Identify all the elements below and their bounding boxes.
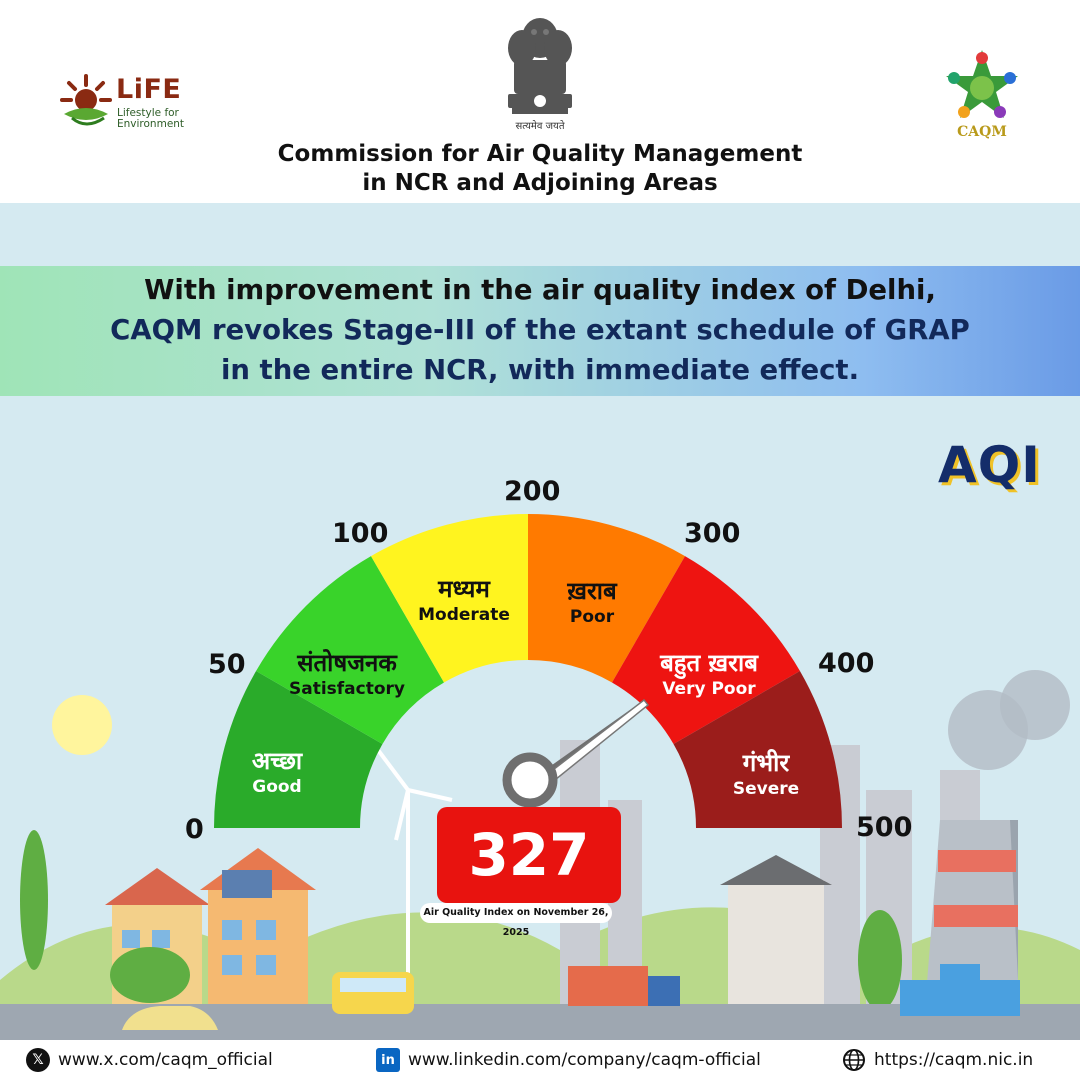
- band-good-hindi: अच्छा: [251, 747, 303, 775]
- gauge-tick-0: 0: [185, 814, 204, 845]
- footer-x-link[interactable]: 𝕏 www.x.com/caqm_official: [26, 1046, 273, 1074]
- aqi-value-caption: Air Quality Index on November 26, 2025: [420, 903, 612, 938]
- band-moderate-hindi: मध्यम: [438, 575, 490, 603]
- band-severe-english: Severe: [732, 779, 800, 799]
- footer-linkedin-link[interactable]: in www.linkedin.com/company/caqm-officia…: [376, 1046, 761, 1074]
- national-emblem-icon: [508, 18, 572, 114]
- band-poor-hindi: ख़राब: [567, 577, 617, 605]
- gauge-tick-400: 400: [818, 648, 875, 679]
- organization-title: Commission for Air Quality Management in…: [240, 140, 840, 198]
- x-logo-icon: 𝕏: [26, 1048, 50, 1072]
- band-good: अच्छा Good: [228, 744, 326, 797]
- gauge-tick-500: 500: [856, 812, 913, 843]
- band-satisfactory-hindi: संतोषजनक: [297, 649, 397, 677]
- band-good-english: Good: [252, 777, 302, 797]
- gauge-tick-50: 50: [208, 649, 246, 680]
- headline-line3: in the entire NCR, with immediate effect…: [220, 354, 860, 386]
- footer: [0, 1040, 1080, 1080]
- band-satisfactory: संतोषजनक Satisfactory: [272, 646, 422, 699]
- emblem-motto: सत्यमेव जयते: [515, 121, 565, 132]
- band-moderate-english: Moderate: [418, 605, 510, 625]
- band-severe: गंभीर Severe: [712, 746, 820, 799]
- globe-icon: [842, 1048, 866, 1072]
- band-satisfactory-english: Satisfactory: [288, 679, 405, 699]
- gauge-tick-300: 300: [684, 518, 741, 549]
- gauge-band-satisfactory: [256, 556, 444, 744]
- footer-linkedin-url: www.linkedin.com/company/caqm-official: [408, 1050, 761, 1070]
- organization-title-line1: Commission for Air Quality Management: [277, 141, 803, 167]
- band-poor-english: Poor: [569, 607, 615, 627]
- gauge-band-moderate: [371, 514, 528, 683]
- gauge-tick-200: 200: [504, 476, 561, 507]
- band-very-poor: बहुत ख़राब Very Poor: [636, 646, 782, 699]
- gauge-band-poor: [528, 514, 685, 683]
- life-logo: [60, 74, 112, 126]
- headline-banner: [0, 266, 1080, 396]
- headline-line1: With improvement in the air quality inde…: [144, 274, 936, 306]
- band-poor: ख़राब Poor: [538, 574, 646, 627]
- gauge-tick-100: 100: [332, 518, 389, 549]
- linkedin-icon: in: [376, 1048, 400, 1072]
- footer-x-url: www.x.com/caqm_official: [58, 1050, 273, 1070]
- organization-title-line2: in NCR and Adjoining Areas: [362, 170, 718, 196]
- aqi-gauge-illustration: [0, 396, 1080, 1040]
- life-logo-subtitle: Lifestyle for Environment: [117, 107, 185, 130]
- band-very-poor-english: Very Poor: [662, 679, 756, 699]
- aqi-title: AQI: [938, 436, 1041, 494]
- gauge-needle: [502, 698, 650, 808]
- band-moderate: मध्यम Moderate: [408, 572, 520, 625]
- gauge-band-very-poor: [612, 556, 800, 744]
- footer-website-link[interactable]: https://caqm.nic.in: [842, 1046, 1033, 1074]
- band-severe-hindi: गंभीर: [742, 749, 790, 777]
- aqi-value: 327: [437, 807, 621, 903]
- caqm-logo: [946, 50, 1018, 118]
- footer-website-url: https://caqm.nic.in: [874, 1050, 1034, 1070]
- sun-icon: [52, 695, 112, 755]
- gauge-band-severe: [673, 671, 843, 828]
- band-very-poor-hindi: बहुत ख़राब: [660, 649, 758, 677]
- gauge-band-good: [214, 671, 383, 828]
- headline-line2: CAQM revokes Stage-III of the extant sch…: [110, 314, 970, 346]
- caqm-logo-word: CAQM: [957, 124, 1007, 140]
- life-logo-word: LiFE: [116, 74, 182, 105]
